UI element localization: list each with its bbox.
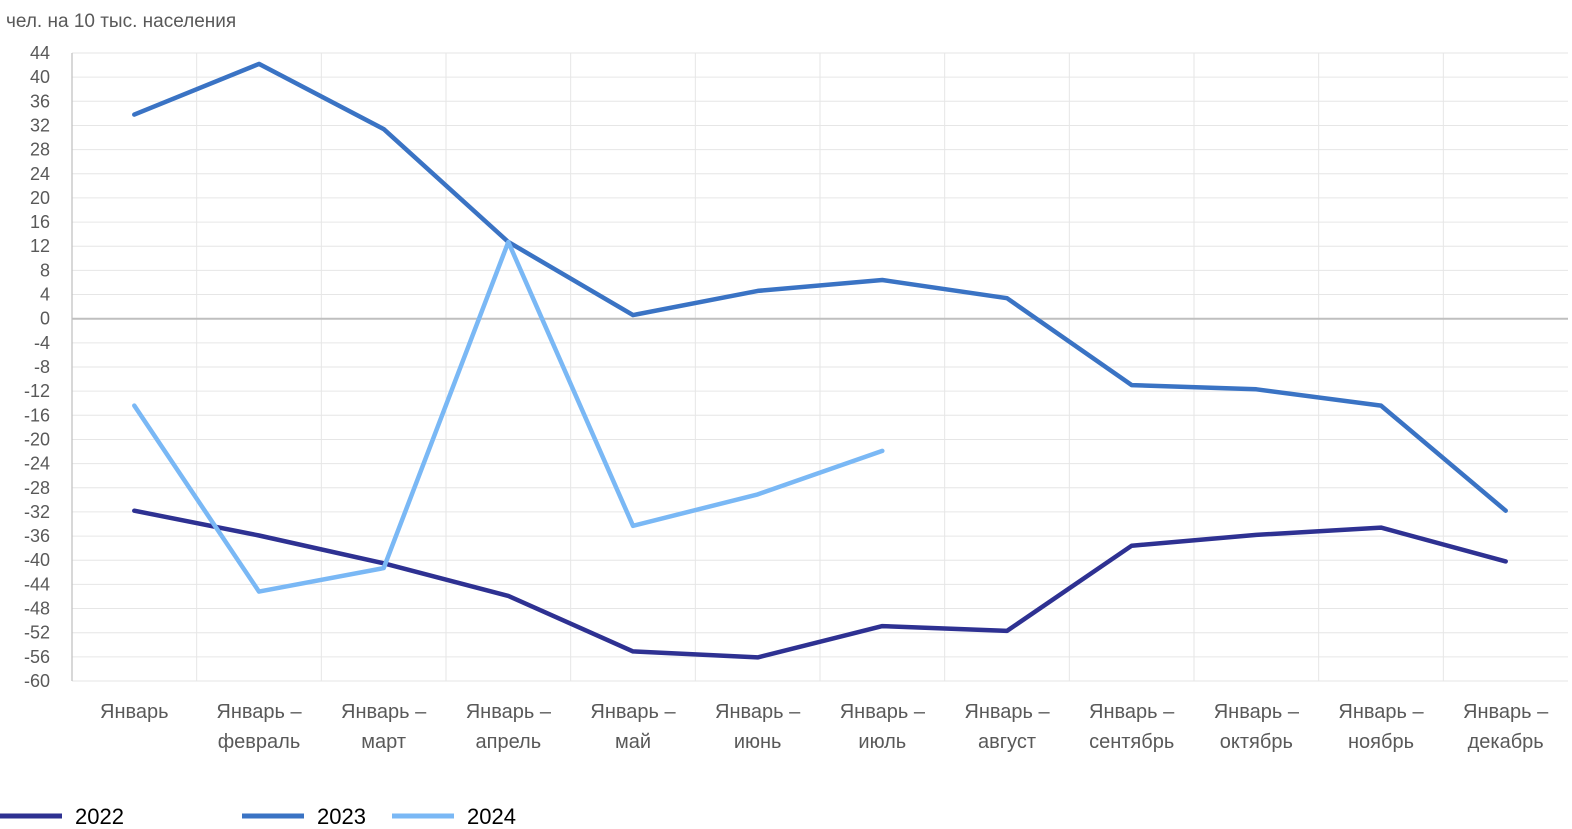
- y-tick-label: 8: [40, 260, 50, 280]
- x-tick-label: Январь –: [715, 701, 801, 723]
- x-tick-label: Январь –: [216, 701, 302, 723]
- x-tick-label: июнь: [734, 731, 782, 753]
- legend-label-2022: 2022: [75, 804, 124, 829]
- axes: [71, 53, 1568, 681]
- y-tick-label: 12: [30, 236, 50, 256]
- x-tick-label: Январь –: [1214, 701, 1300, 723]
- y-tick-label: -44: [24, 574, 50, 594]
- y-tick-label: -48: [24, 599, 50, 619]
- x-tick-label: Январь: [100, 701, 169, 723]
- y-tick-label: -4: [34, 333, 50, 353]
- series-line-2022: [132, 508, 1508, 660]
- x-tick-label: Январь –: [840, 701, 926, 723]
- series-line-2024: [132, 239, 885, 594]
- x-tick-label: декабрь: [1468, 731, 1544, 753]
- x-tick-label: Январь –: [1338, 701, 1424, 723]
- x-tick-label: сентябрь: [1089, 731, 1174, 753]
- y-tick-label: -12: [24, 381, 50, 401]
- y-tick-label: 24: [30, 164, 50, 184]
- x-tick-label: март: [361, 731, 406, 753]
- y-axis-tick-labels: 444036322824201612840-4-8-12-16-20-24-28…: [24, 43, 50, 691]
- x-tick-label: Январь –: [590, 701, 676, 723]
- x-tick-label: Январь –: [1089, 701, 1175, 723]
- series-line-2023: [132, 61, 1508, 513]
- y-tick-label: 28: [30, 140, 50, 160]
- y-tick-label: 20: [30, 188, 50, 208]
- y-tick-label: -8: [34, 357, 50, 377]
- x-tick-label: июль: [858, 731, 906, 753]
- x-tick-label: апрель: [476, 731, 542, 753]
- x-tick-label: Январь –: [341, 701, 427, 723]
- x-tick-label: август: [978, 731, 1036, 753]
- y-tick-label: -56: [24, 647, 50, 667]
- series-lines: [132, 61, 1508, 660]
- x-tick-label: октябрь: [1220, 731, 1293, 753]
- y-tick-label: -24: [24, 454, 50, 474]
- y-tick-label: -52: [24, 623, 50, 643]
- y-tick-label: -16: [24, 405, 50, 425]
- y-tick-label: 4: [40, 285, 50, 305]
- y-tick-label: -20: [24, 429, 50, 449]
- y-tick-label: -28: [24, 478, 50, 498]
- x-tick-label: Январь –: [964, 701, 1050, 723]
- unit-label: чел. на 10 тыс. населения: [6, 11, 236, 32]
- y-tick-label: 36: [30, 91, 50, 111]
- legend: 2022 2023 2024: [0, 804, 516, 829]
- y-tick-label: 0: [40, 309, 50, 329]
- legend-label-2024: 2024: [467, 804, 516, 829]
- y-tick-label: 32: [30, 115, 50, 135]
- y-tick-label: -32: [24, 502, 50, 522]
- y-tick-label: -60: [24, 671, 50, 691]
- legend-label-2023: 2023: [317, 804, 366, 829]
- x-tick-label: Январь –: [466, 701, 552, 723]
- x-axis-tick-labels: Январь Январь – февраль Январь – март Январь …: [100, 701, 1549, 753]
- x-tick-label: февраль: [218, 731, 301, 753]
- y-tick-label: 40: [30, 67, 50, 87]
- x-tick-label: ноябрь: [1348, 731, 1414, 753]
- gridlines: [72, 52, 1568, 682]
- x-tick-label: Январь –: [1463, 701, 1549, 723]
- y-tick-label: 44: [30, 43, 50, 63]
- y-tick-label: 16: [30, 212, 50, 232]
- y-tick-label: -36: [24, 526, 50, 546]
- y-tick-label: -40: [24, 550, 50, 570]
- x-tick-label: май: [615, 731, 651, 753]
